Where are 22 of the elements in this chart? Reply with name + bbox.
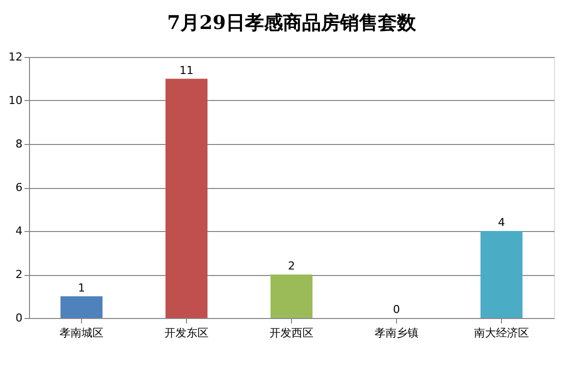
data-label: 1 [78, 281, 85, 294]
y-tick-label: 2 [16, 268, 22, 281]
y-tick-label: 6 [16, 181, 22, 194]
y-tick-label: 10 [8, 94, 22, 107]
y-tick-label: 8 [16, 138, 22, 150]
data-label: 2 [288, 260, 295, 272]
x-tick-label: 南大经济区 [474, 326, 529, 340]
y-tick-label: 0 [16, 312, 22, 324]
x-tick-label: 开发西区 [270, 326, 314, 340]
bar [166, 78, 208, 318]
y-tick-label: 12 [8, 50, 22, 64]
y-tick-label: 4 [16, 224, 22, 238]
data-label: 0 [393, 303, 400, 316]
bar [60, 296, 102, 318]
data-label: 11 [180, 64, 194, 77]
bar [270, 274, 312, 318]
chart-title: 7月29日孝感商品房销售套数 [167, 12, 417, 34]
data-label: 4 [498, 216, 505, 229]
bar [480, 231, 522, 318]
x-tick-label: 开发东区 [164, 326, 208, 340]
x-tick-label: 孝南乡镇 [374, 326, 418, 340]
x-tick-label: 孝南城区 [60, 326, 104, 340]
